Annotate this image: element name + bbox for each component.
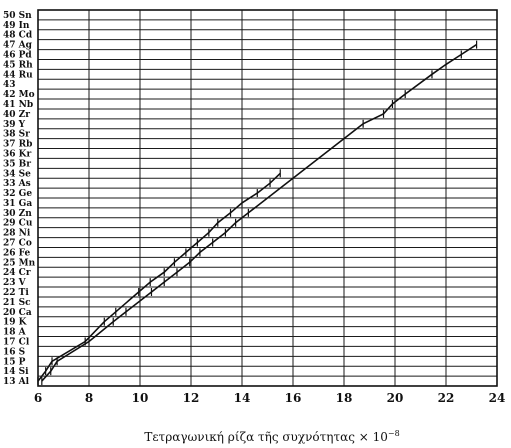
y-tick-label: 27 Co bbox=[3, 239, 32, 249]
y-tick-label: 41 Nb bbox=[3, 100, 33, 110]
y-tick-label: 32 Ge bbox=[3, 189, 32, 199]
y-tick-label: 36 Kr bbox=[3, 149, 31, 159]
x-tick-label: 22 bbox=[438, 391, 455, 405]
y-tick-label: 45 Rh bbox=[3, 60, 33, 70]
y-tick-label: 13 Al bbox=[3, 377, 30, 387]
y-tick-label: 47 Ag bbox=[3, 41, 33, 51]
series-lines bbox=[37, 43, 478, 382]
y-tick-label: 15 P bbox=[3, 357, 26, 367]
x-tick-label: 10 bbox=[132, 391, 149, 405]
x-tick-label: 12 bbox=[183, 391, 200, 405]
y-tick-label: 35 Br bbox=[3, 159, 31, 169]
y-tick-label: 40 Zr bbox=[3, 110, 30, 120]
series-line-0 bbox=[41, 43, 478, 382]
y-tick-label: 30 Zn bbox=[3, 209, 32, 219]
y-tick-label: 50 Sn bbox=[3, 11, 32, 21]
plot-frame bbox=[37, 9, 498, 387]
y-tick-label: 19 K bbox=[3, 318, 28, 328]
y-tick-label: 29 Cu bbox=[3, 219, 33, 229]
y-tick-label: 18 A bbox=[3, 328, 27, 338]
y-tick-label: 38 Sr bbox=[3, 130, 30, 140]
x-tick-label: 6 bbox=[34, 391, 42, 405]
y-tick-label: 33 As bbox=[3, 179, 31, 189]
x-tick-label: 20 bbox=[387, 391, 404, 405]
y-tick-label: 49 In bbox=[3, 21, 30, 31]
x-tick-label: 8 bbox=[85, 391, 93, 405]
y-tick-label: 17 Cl bbox=[3, 337, 30, 347]
y-tick-label: 39 Y bbox=[3, 120, 26, 130]
y-tick-label: 14 Si bbox=[3, 367, 29, 377]
y-tick-label: 37 Rb bbox=[3, 140, 32, 150]
x-axis-label: Τετραγωνική ρίζα τῆς συχνότητας × 10−8 bbox=[144, 429, 399, 444]
y-tick-label: 22 Ti bbox=[3, 288, 29, 298]
y-tick-label: 43 bbox=[3, 80, 16, 90]
x-tick-label: 14 bbox=[234, 391, 251, 405]
y-tick-label: 16 S bbox=[3, 347, 25, 357]
y-tick-label: 28 Ni bbox=[3, 229, 31, 239]
y-tick-label: 31 Ga bbox=[3, 199, 32, 209]
y-tick-label: 34 Se bbox=[3, 169, 31, 179]
x-tick-label: 24 bbox=[489, 391, 506, 405]
x-tick-labels: 6 8 10 12 14 16 18 20 22 24 bbox=[34, 391, 506, 405]
y-tick-label: 48 Cd bbox=[3, 31, 33, 41]
y-tick-label: 24 Cr bbox=[3, 268, 31, 278]
y-tick-label: 21 Sc bbox=[3, 298, 31, 308]
y-tick-label: 20 Ca bbox=[3, 308, 32, 318]
y-tick-label: 42 Mo bbox=[3, 90, 35, 100]
x-axis-label-exponent: −8 bbox=[388, 429, 400, 438]
y-tick-label: 25 Mn bbox=[3, 258, 36, 268]
grid-lines bbox=[37, 10, 498, 386]
y-tick-label: 26 Fe bbox=[3, 248, 31, 258]
y-tick-label: 23 V bbox=[3, 278, 27, 288]
point-ticks bbox=[37, 40, 478, 386]
y-tick-label: 46 Pd bbox=[3, 51, 32, 61]
x-tick-label: 18 bbox=[336, 391, 353, 405]
y-tick-label: 44 Ru bbox=[3, 70, 33, 80]
x-tick-label: 16 bbox=[285, 391, 302, 405]
